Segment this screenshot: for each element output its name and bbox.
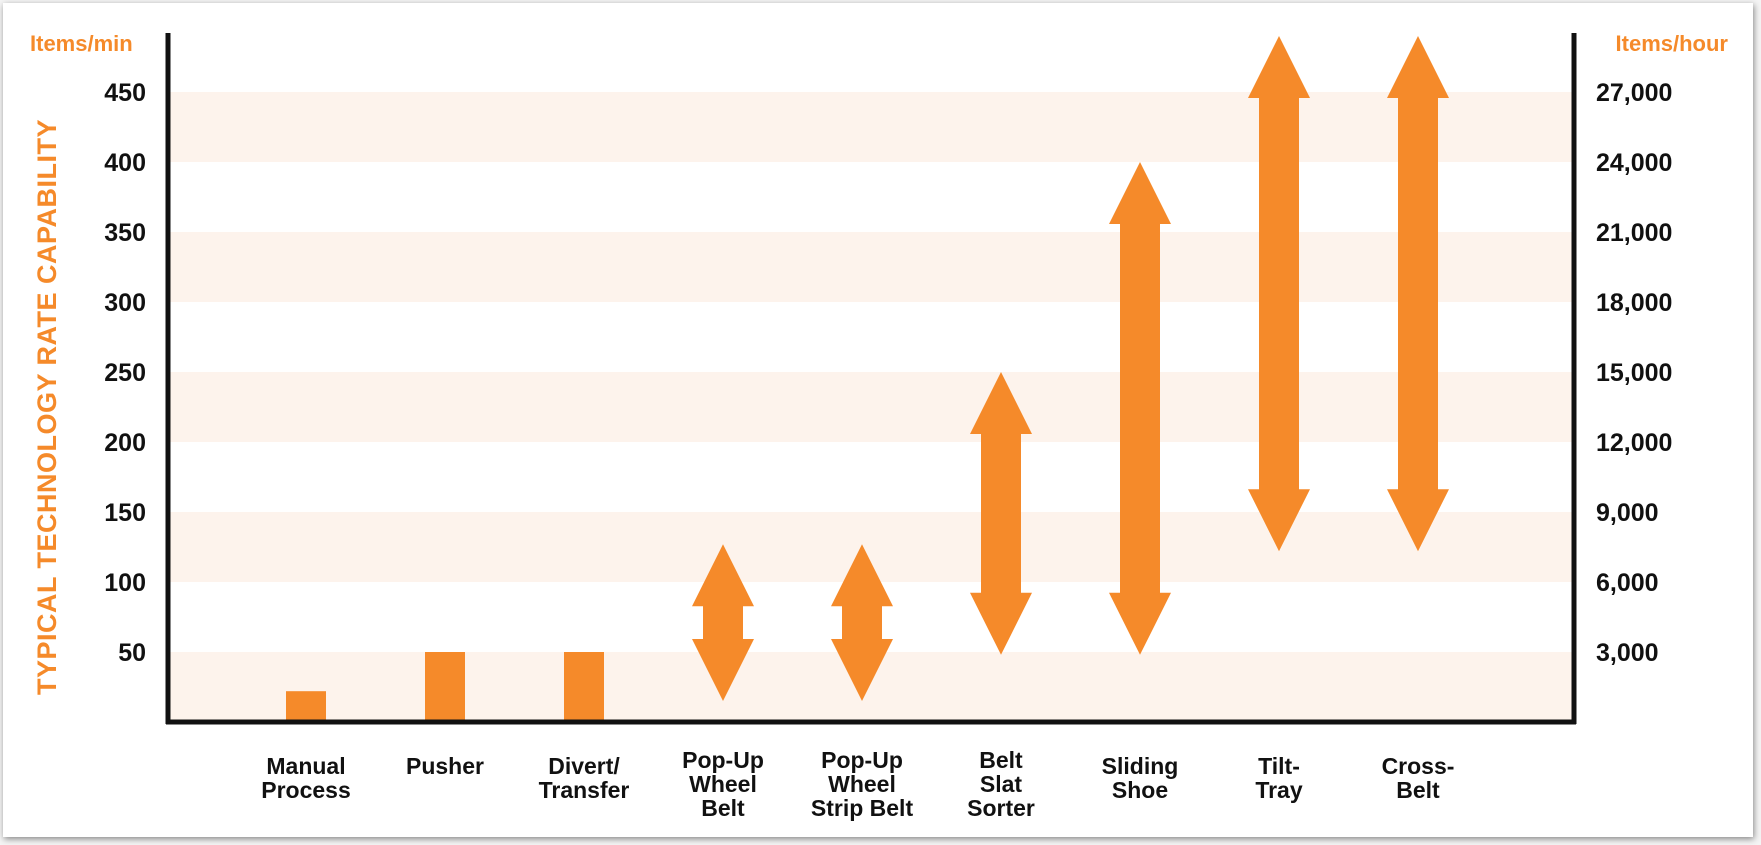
category-label-line: Slat — [980, 771, 1023, 797]
category-label: Pusher — [406, 753, 484, 779]
left-tick-label: 450 — [104, 79, 146, 107]
category-label-line: Transfer — [539, 777, 630, 803]
category-label-line: Cross- — [1382, 753, 1455, 779]
category-label-line: Belt — [979, 747, 1023, 773]
left-tick-label: 200 — [104, 429, 146, 457]
category-label-line: Divert/ — [548, 753, 620, 779]
category-label-line: Pop-Up — [682, 747, 764, 773]
right-tick-label: 24,000 — [1596, 149, 1672, 177]
left-tick-label: 350 — [104, 219, 146, 247]
right-tick-label: 21,000 — [1596, 219, 1672, 247]
range-arrow-mark — [692, 544, 754, 701]
grid-band — [168, 92, 1574, 162]
right-tick-label: 9,000 — [1596, 499, 1659, 527]
left-tick-label: 150 — [104, 499, 146, 527]
left-tick-label: 250 — [104, 359, 146, 387]
category-label: Cross-Belt — [1382, 753, 1455, 803]
left-tick-label: 50 — [118, 639, 146, 667]
right-tick-label: 18,000 — [1596, 289, 1672, 317]
category-label-line: Strip Belt — [811, 795, 914, 821]
right-tick-label: 27,000 — [1596, 79, 1672, 107]
left-tick-label: 100 — [104, 569, 146, 597]
category-label: Tilt-Tray — [1255, 753, 1303, 803]
category-label-line: Belt — [701, 795, 745, 821]
category-label-line: Wheel — [828, 771, 896, 797]
left-axis-unit: Items/min — [30, 31, 133, 56]
bar-mark — [425, 652, 465, 722]
category-label-line: Tray — [1255, 777, 1303, 803]
grid-band — [168, 232, 1574, 302]
category-label-line: Manual — [266, 753, 345, 779]
bar-mark — [564, 652, 604, 722]
left-tick-label: 400 — [104, 149, 146, 177]
category-label-line: Pop-Up — [821, 747, 903, 773]
right-tick-label: 12,000 — [1596, 429, 1672, 457]
chart-card: 50 100 150 200 250 300 350 400 450 3,000 6,000 9,00… — [3, 3, 1753, 837]
category-label: Manual Process — [261, 753, 351, 803]
chart: 50 100 150 200 250 300 350 400 450 3,000 6,000 9,00… — [30, 31, 1729, 821]
category-label: Pop-Up Wheel Strip Belt — [811, 747, 914, 821]
category-label: Pop-Up Wheel Belt — [682, 747, 764, 821]
category-label-line: Shoe — [1112, 777, 1168, 803]
range-arrow-mark — [970, 372, 1032, 655]
category-label-line: Tilt- — [1258, 753, 1300, 779]
category-label: Divert/Transfer — [539, 753, 630, 803]
category-label-line: Process — [261, 777, 351, 803]
category-label: Belt Slat Sorter — [967, 747, 1035, 821]
range-arrow-mark — [1248, 36, 1310, 552]
category-label-line: Pusher — [406, 753, 484, 779]
category-label-line: Sliding — [1102, 753, 1179, 779]
category-label: Sliding Shoe — [1102, 753, 1179, 803]
bar-mark — [286, 691, 326, 722]
left-tick-label: 300 — [104, 289, 146, 317]
category-label-line: Wheel — [689, 771, 757, 797]
right-tick-label: 15,000 — [1596, 359, 1672, 387]
range-arrow-mark — [831, 544, 893, 701]
grid-band — [168, 372, 1574, 442]
right-axis-unit: Items/hour — [1616, 31, 1729, 56]
category-label-line: Sorter — [967, 795, 1035, 821]
category-label-line: Belt — [1396, 777, 1440, 803]
right-tick-label: 6,000 — [1596, 569, 1659, 597]
range-arrow-mark — [1387, 36, 1449, 552]
right-tick-label: 3,000 — [1596, 639, 1659, 667]
range-arrow-mark — [1109, 162, 1171, 655]
y-axis-title: TYPICAL TECHNOLOGY RATE CAPABILITY — [32, 119, 62, 695]
